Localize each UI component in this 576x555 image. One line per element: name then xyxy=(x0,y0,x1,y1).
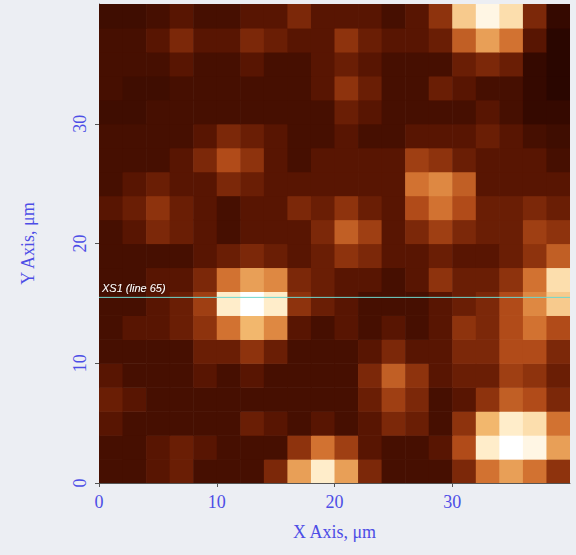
svg-text:10: 10 xyxy=(208,492,226,512)
svg-text:10: 10 xyxy=(70,354,90,372)
svg-text:30: 30 xyxy=(70,115,90,133)
svg-text:Y Axis, μm: Y Axis, μm xyxy=(18,202,38,285)
svg-text:30: 30 xyxy=(443,492,461,512)
svg-text:0: 0 xyxy=(70,479,90,488)
svg-text:20: 20 xyxy=(70,235,90,253)
svg-text:20: 20 xyxy=(326,492,344,512)
svg-text:X Axis, μm: X Axis, μm xyxy=(293,522,376,542)
svg-text:XS1 (line 65): XS1 (line 65) xyxy=(101,282,166,294)
svg-text:0: 0 xyxy=(95,492,104,512)
